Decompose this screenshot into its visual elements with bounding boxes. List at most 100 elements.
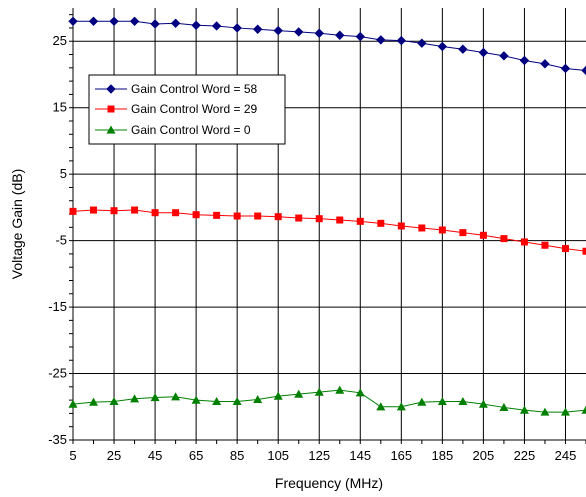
series-square: [69, 206, 586, 255]
x-tick-label: 225: [514, 448, 536, 463]
legend-label: Gain Control Word = 29: [131, 102, 258, 116]
data-point: [68, 16, 78, 26]
data-point: [314, 387, 324, 396]
data-point: [437, 396, 447, 406]
data-point: [90, 206, 98, 214]
data-point: [459, 229, 467, 237]
legend-label: Gain Control Word = 0: [131, 123, 251, 137]
data-point: [438, 226, 446, 234]
data-point: [335, 30, 345, 40]
data-point: [109, 396, 119, 406]
data-point: [171, 392, 181, 401]
x-tick-label: 145: [349, 448, 371, 463]
y-tick-label: -25: [48, 366, 67, 381]
data-point: [499, 51, 509, 61]
data-point: [458, 396, 468, 406]
data-point: [582, 247, 586, 255]
data-point: [109, 16, 119, 26]
x-axis-label: Frequency (MHz): [275, 475, 383, 491]
data-point: [232, 23, 242, 33]
x-tick-label: 205: [473, 448, 495, 463]
data-point: [88, 16, 99, 26]
y-axis-label: Voltage Gain (dB): [9, 169, 25, 280]
x-tick-label: 45: [148, 448, 162, 463]
series-layer: [68, 16, 586, 416]
series-line: [72, 389, 586, 413]
data-point: [191, 20, 201, 30]
x-tick-label: 125: [308, 448, 330, 463]
x-tick-label: 65: [189, 448, 203, 463]
data-point: [69, 207, 77, 215]
legend-marker: [106, 125, 116, 134]
data-point: [417, 38, 427, 48]
legend-marker: [107, 105, 115, 113]
x-tick-label: 105: [267, 448, 289, 463]
data-point: [355, 31, 365, 42]
x-tick-label: 185: [432, 448, 454, 463]
x-tick-label: 5: [69, 448, 76, 463]
data-point: [540, 407, 550, 416]
data-point: [560, 63, 571, 74]
data-point: [211, 21, 222, 31]
data-point: [561, 245, 569, 253]
data-point: [478, 47, 489, 58]
data-point: [314, 28, 324, 38]
data-point: [131, 206, 139, 214]
data-point: [355, 388, 365, 397]
data-point: [252, 24, 263, 34]
data-point: [89, 397, 99, 406]
data-point: [212, 396, 222, 406]
series-triangle: [68, 385, 586, 416]
data-point: [254, 212, 262, 220]
data-point: [541, 241, 549, 249]
data-point: [68, 399, 78, 408]
y-tick-label: -5: [55, 233, 67, 248]
data-point: [150, 19, 160, 29]
data-point: [458, 44, 468, 54]
data-point: [274, 213, 282, 221]
data-point: [499, 402, 509, 412]
data-point: [479, 231, 487, 239]
data-point: [191, 395, 201, 404]
x-tick-label: 165: [390, 448, 412, 463]
legend-label: Gain Control Word = 58: [131, 82, 258, 96]
data-point: [335, 385, 345, 394]
data-point: [294, 389, 304, 398]
legend: Gain Control Word = 58 Gain Control Word …: [88, 74, 286, 145]
data-point: [376, 402, 386, 411]
data-point: [418, 224, 426, 232]
x-tick-label: 85: [230, 448, 244, 463]
data-point: [315, 215, 323, 223]
data-point: [478, 399, 488, 408]
data-point: [213, 211, 221, 219]
data-point: [581, 65, 586, 76]
data-point: [396, 402, 406, 411]
data-point: [273, 391, 283, 400]
x-tick-label: 25: [107, 448, 121, 463]
minor-ticks: [69, 14, 586, 444]
series-diamond: [68, 16, 586, 76]
data-point: [520, 238, 528, 246]
data-point: [376, 35, 386, 45]
data-point: [129, 16, 140, 26]
y-tick-label: 15: [53, 100, 67, 115]
data-point: [500, 235, 508, 243]
data-point: [336, 216, 344, 224]
data-point: [233, 212, 241, 220]
data-point: [151, 209, 159, 217]
data-point: [192, 211, 200, 219]
data-point: [356, 217, 364, 225]
y-tick-label: -15: [48, 299, 67, 314]
data-point: [581, 405, 586, 414]
data-point: [519, 405, 529, 414]
data-point: [540, 59, 550, 69]
data-point: [437, 41, 448, 52]
data-point: [172, 209, 180, 217]
data-point: [396, 35, 407, 46]
data-point: [130, 394, 140, 403]
data-point: [232, 396, 242, 406]
y-tick-label: -35: [48, 432, 67, 447]
x-tick-label: 245: [555, 448, 577, 463]
x-tick-labels: 5 25 45 65 85 105 125 145 165 185 205 225 245: [69, 448, 576, 463]
